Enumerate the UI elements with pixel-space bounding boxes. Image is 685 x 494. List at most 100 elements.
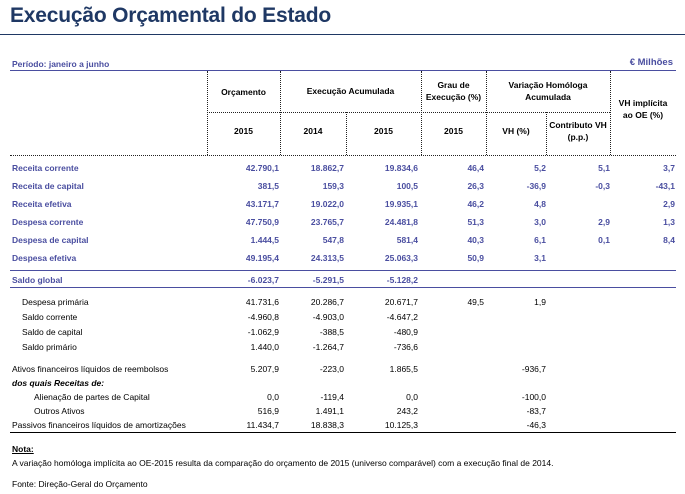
- cell-orcamento: -1.062,9: [247, 327, 279, 337]
- cell-orcamento: 5.207,9: [250, 364, 279, 374]
- header-grau-1: Grau de: [437, 80, 470, 90]
- table-row: Alienação de partes de Capital 0,0 -119,…: [0, 392, 685, 408]
- cell-vh: -46,3: [526, 420, 546, 430]
- row-label: Saldo primário: [22, 342, 77, 352]
- cell-exec-2015: 19.834,6: [384, 163, 418, 173]
- cell-exec-2014: 24.313,5: [310, 253, 344, 263]
- header-divider: [346, 112, 347, 155]
- table-row: Outros Ativos 516,9 1.491,1 243,2 -83,7: [0, 406, 685, 422]
- cell-vh: -100,0: [521, 392, 546, 402]
- cell-orcamento: 381,5: [257, 181, 279, 191]
- cell-vh-implicita: 3,7: [663, 163, 675, 173]
- row-label: Outros Ativos: [34, 406, 85, 416]
- cell-vh-implicita: -43,1: [655, 181, 675, 191]
- cell-orcamento: -6.023,7: [247, 275, 279, 285]
- header-top-rule: [10, 70, 676, 71]
- row-label: Receita efetiva: [12, 199, 72, 209]
- cell-exec-2015: 24.481,8: [384, 217, 418, 227]
- cell-exec-2014: 20.286,7: [310, 297, 344, 307]
- header-orcamento: Orçamento: [221, 87, 266, 97]
- header-divider: [486, 71, 487, 155]
- cell-vh: 3,0: [534, 217, 546, 227]
- cell-grau: 46,2: [467, 199, 484, 209]
- cell-vh: 4,8: [534, 199, 546, 209]
- row-label: Despesa primária: [22, 297, 89, 307]
- cell-vh: 1,9: [534, 297, 546, 307]
- cell-orcamento: 49.195,4: [245, 253, 279, 263]
- cell-exec-2015: 19.935,1: [384, 199, 418, 209]
- header-year-2015: 2015: [374, 126, 393, 136]
- row-label: Despesa de capital: [12, 235, 89, 245]
- cell-vh: 3,1: [534, 253, 546, 263]
- row-label: Saldo global: [12, 275, 63, 285]
- cell-contributo: 0,1: [598, 235, 610, 245]
- cell-exec-2015: -4.647,2: [386, 312, 418, 322]
- table-row: Passivos financeiros líquidos de amortiz…: [0, 420, 685, 436]
- cell-exec-2014: 23.765,7: [310, 217, 344, 227]
- cell-grau: 50,9: [467, 253, 484, 263]
- cell-vh: 6,1: [534, 235, 546, 245]
- row-label: Receita de capital: [12, 181, 84, 191]
- row-label: Saldo corrente: [22, 312, 78, 322]
- header-contributo-2: (p.p.): [567, 132, 589, 142]
- header-divider: [610, 71, 611, 155]
- cell-exec-2014: 1.491,1: [315, 406, 344, 416]
- header-divider: [207, 112, 610, 113]
- cell-grau: 26,3: [467, 181, 484, 191]
- saldo-bottom-rule: [10, 287, 676, 288]
- row-label: Saldo de capital: [22, 327, 83, 337]
- cell-orcamento: 43.171,7: [245, 199, 279, 209]
- header-year-orcamento: 2015: [234, 126, 253, 136]
- header-year-2014: 2014: [303, 126, 323, 136]
- cell-exec-2015: 100,5: [396, 181, 418, 191]
- header-bottom-rule: [10, 155, 676, 156]
- title-divider: [0, 34, 685, 35]
- cell-grau: 49,5: [467, 297, 484, 307]
- table-row: Despesa primária 41.731,6 20.286,7 20.67…: [0, 297, 685, 313]
- header-year-grau: 2015: [444, 126, 463, 136]
- cell-exec-2014: 547,8: [322, 235, 344, 245]
- cell-orcamento: 1.444,5: [250, 235, 279, 245]
- row-label: Despesa corrente: [12, 217, 84, 227]
- table-row: Saldo corrente -4.960,8 -4.903,0 -4.647,…: [0, 312, 685, 328]
- cell-exec-2015: -480,9: [393, 327, 418, 337]
- table-row: Receita de capital 381,5 159,3 100,5 26,…: [0, 181, 685, 197]
- table-bottom-rule: [10, 432, 676, 433]
- page-title: Execução Orçamental do Estado: [10, 4, 331, 27]
- cell-exec-2014: -1.264,7: [312, 342, 344, 352]
- header-vh: VH (%): [502, 126, 530, 136]
- cell-orcamento: 41.731,6: [245, 297, 279, 307]
- cell-exec-2015: 243,2: [396, 406, 418, 416]
- cell-vh-implicita: 1,3: [663, 217, 675, 227]
- cell-vh: 5,2: [534, 163, 546, 173]
- table-row: Receita efetiva 43.171,7 19.022,0 19.935…: [0, 199, 685, 215]
- cell-exec-2015: 25.063,3: [384, 253, 418, 263]
- header-execucao: Execução Acumulada: [306, 86, 395, 96]
- saldo-top-rule: [10, 270, 676, 271]
- table-row: Ativos financeiros líquidos de reembolso…: [0, 364, 685, 380]
- note-text: A variação homóloga implícita ao OE-2015…: [12, 458, 554, 468]
- cell-grau: 46,4: [467, 163, 484, 173]
- cell-vh: -936,7: [521, 364, 546, 374]
- table-row: Receita corrente 42.790,1 18.862,7 19.83…: [0, 163, 685, 179]
- cell-grau: 40,3: [467, 235, 484, 245]
- cell-exec-2015: 581,4: [396, 235, 418, 245]
- header-divider: [207, 71, 208, 155]
- table-row: dos quais Receitas de:: [0, 378, 685, 394]
- header-variacao-1: Variação Homóloga: [508, 80, 588, 90]
- cell-orcamento: 47.750,9: [245, 217, 279, 227]
- cell-orcamento: 11.434,7: [246, 420, 279, 430]
- header-vh-implicita-2: ao OE (%): [622, 110, 664, 120]
- row-label: Ativos financeiros líquidos de reembolso…: [12, 364, 169, 374]
- unit-label: € Milhões: [629, 57, 673, 68]
- table-row: Saldo global -6.023,7 -5.291,5 -5.128,2: [0, 275, 685, 291]
- cell-exec-2014: -5.291,5: [312, 275, 344, 285]
- cell-vh: -83,7: [526, 406, 546, 416]
- cell-exec-2014: -119,4: [320, 392, 344, 402]
- cell-vh: -36,9: [526, 181, 546, 191]
- cell-exec-2015: 20.671,7: [384, 297, 418, 307]
- cell-exec-2014: 18.862,7: [310, 163, 344, 173]
- table-row: Saldo de capital -1.062,9 -388,5 -480,9: [0, 327, 685, 343]
- row-label: Despesa efetiva: [12, 253, 77, 263]
- cell-exec-2014: 159,3: [322, 181, 344, 191]
